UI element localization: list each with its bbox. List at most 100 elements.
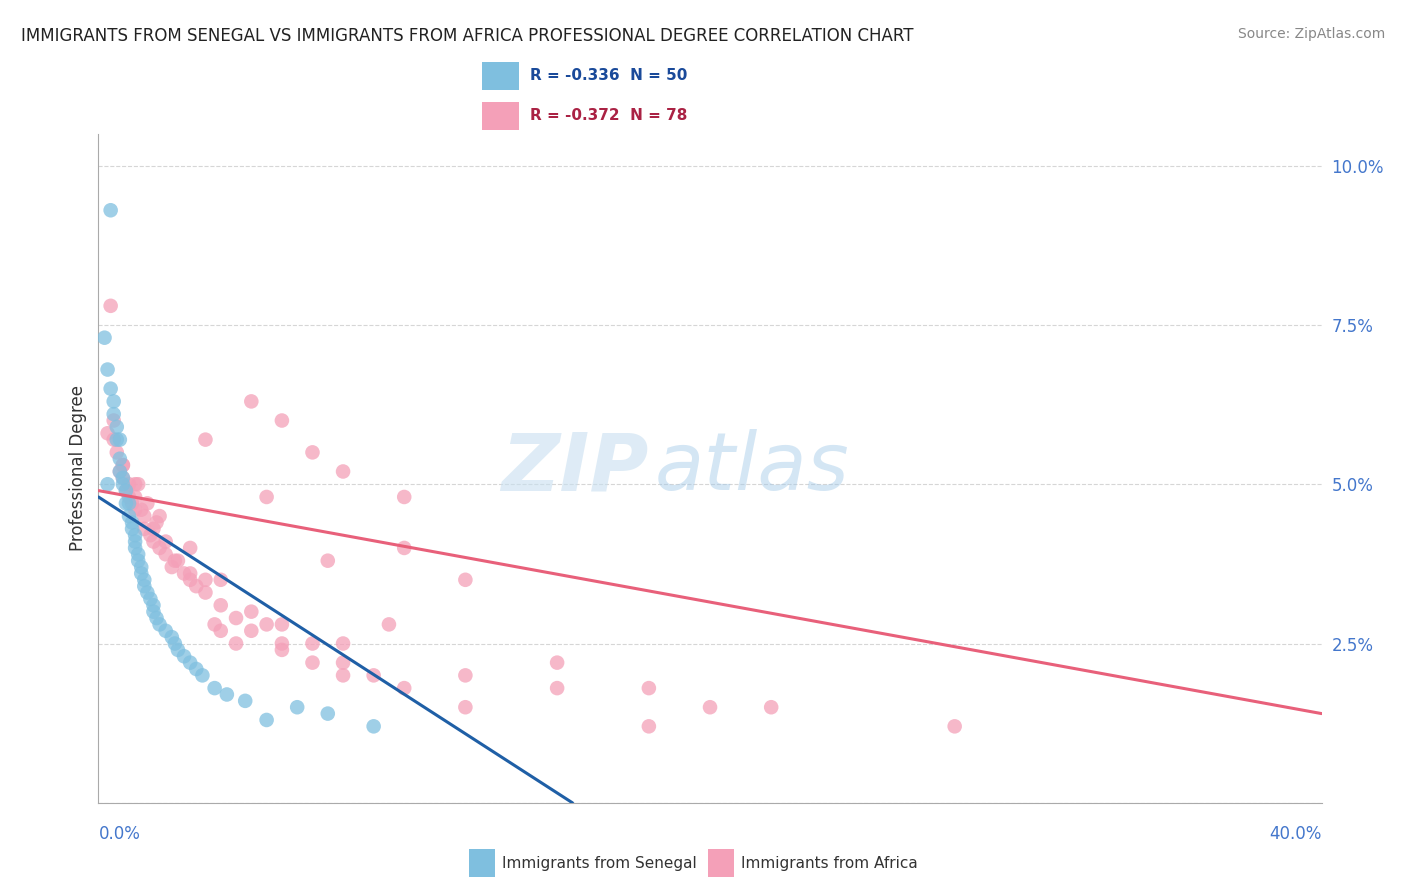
Text: R = -0.372  N = 78: R = -0.372 N = 78	[530, 108, 688, 123]
Point	[134, 573, 156, 587]
Point	[699, 700, 721, 714]
Point	[127, 547, 149, 561]
Text: Source: ZipAtlas.com: Source: ZipAtlas.com	[1237, 27, 1385, 41]
Point	[270, 617, 292, 632]
Point	[97, 362, 120, 376]
Point	[103, 407, 125, 421]
Point	[121, 516, 143, 530]
Point	[124, 502, 146, 516]
Point	[111, 458, 134, 472]
Point	[392, 681, 416, 695]
Point	[270, 643, 292, 657]
Point	[186, 579, 208, 593]
Point	[759, 700, 782, 714]
Point	[392, 490, 416, 504]
Point	[97, 477, 120, 491]
Point	[155, 534, 177, 549]
Point	[209, 624, 232, 638]
Point	[637, 681, 661, 695]
Point	[124, 528, 146, 542]
Point	[173, 566, 195, 581]
Text: IMMIGRANTS FROM SENEGAL VS IMMIGRANTS FROM AFRICA PROFESSIONAL DEGREE CORRELATIO: IMMIGRANTS FROM SENEGAL VS IMMIGRANTS FR…	[21, 27, 914, 45]
Point	[204, 617, 226, 632]
Point	[129, 502, 152, 516]
Point	[103, 394, 125, 409]
Point	[115, 483, 138, 498]
Point	[316, 554, 339, 568]
Point	[121, 522, 143, 536]
Point	[209, 573, 232, 587]
Point	[139, 528, 162, 542]
Point	[111, 471, 134, 485]
Point	[105, 445, 128, 459]
Point	[149, 509, 172, 524]
Point	[134, 579, 156, 593]
Point	[111, 477, 134, 491]
Point	[105, 433, 128, 447]
Point	[209, 599, 232, 613]
Text: ZIP: ZIP	[502, 429, 648, 508]
Point	[142, 599, 165, 613]
Text: Immigrants from Africa: Immigrants from Africa	[741, 855, 918, 871]
Point	[97, 426, 120, 441]
Point	[155, 624, 177, 638]
Point	[163, 636, 186, 650]
Point	[100, 203, 122, 218]
Point	[145, 611, 167, 625]
Point	[285, 700, 308, 714]
Text: atlas: atlas	[655, 429, 849, 508]
Point	[194, 433, 217, 447]
Point	[139, 591, 162, 606]
Text: 0.0%: 0.0%	[98, 825, 141, 843]
Point	[155, 547, 177, 561]
Point	[194, 585, 217, 599]
Point	[191, 668, 214, 682]
Point	[301, 636, 323, 650]
Point	[270, 636, 292, 650]
Point	[173, 649, 195, 664]
Point	[363, 719, 385, 733]
Point	[215, 688, 238, 702]
Point	[943, 719, 966, 733]
Point	[316, 706, 339, 721]
Point	[167, 554, 190, 568]
Point	[124, 534, 146, 549]
Point	[270, 413, 292, 427]
Point	[136, 496, 159, 510]
Point	[546, 656, 568, 670]
Point	[454, 700, 477, 714]
Point	[546, 681, 568, 695]
Point	[194, 573, 217, 587]
Point	[256, 490, 278, 504]
Bar	[482, 102, 519, 130]
Point	[124, 541, 146, 555]
Point	[160, 630, 183, 644]
Bar	[468, 849, 495, 877]
Point	[93, 331, 115, 345]
Point	[134, 509, 156, 524]
Point	[149, 617, 172, 632]
Text: Immigrants from Senegal: Immigrants from Senegal	[502, 855, 697, 871]
Point	[240, 605, 263, 619]
Point	[134, 522, 156, 536]
Point	[127, 554, 149, 568]
Point	[136, 585, 159, 599]
Point	[332, 636, 354, 650]
Point	[378, 617, 401, 632]
Point	[392, 541, 416, 555]
Point	[108, 465, 131, 479]
Point	[103, 433, 125, 447]
Point	[118, 477, 141, 491]
Point	[129, 560, 152, 574]
Point	[332, 656, 354, 670]
Point	[127, 477, 149, 491]
Point	[142, 605, 165, 619]
Point	[163, 554, 186, 568]
Point	[129, 566, 152, 581]
Point	[301, 445, 323, 459]
Point	[142, 522, 165, 536]
Point	[124, 490, 146, 504]
Bar	[482, 62, 519, 90]
Point	[124, 477, 146, 491]
Point	[225, 636, 247, 650]
